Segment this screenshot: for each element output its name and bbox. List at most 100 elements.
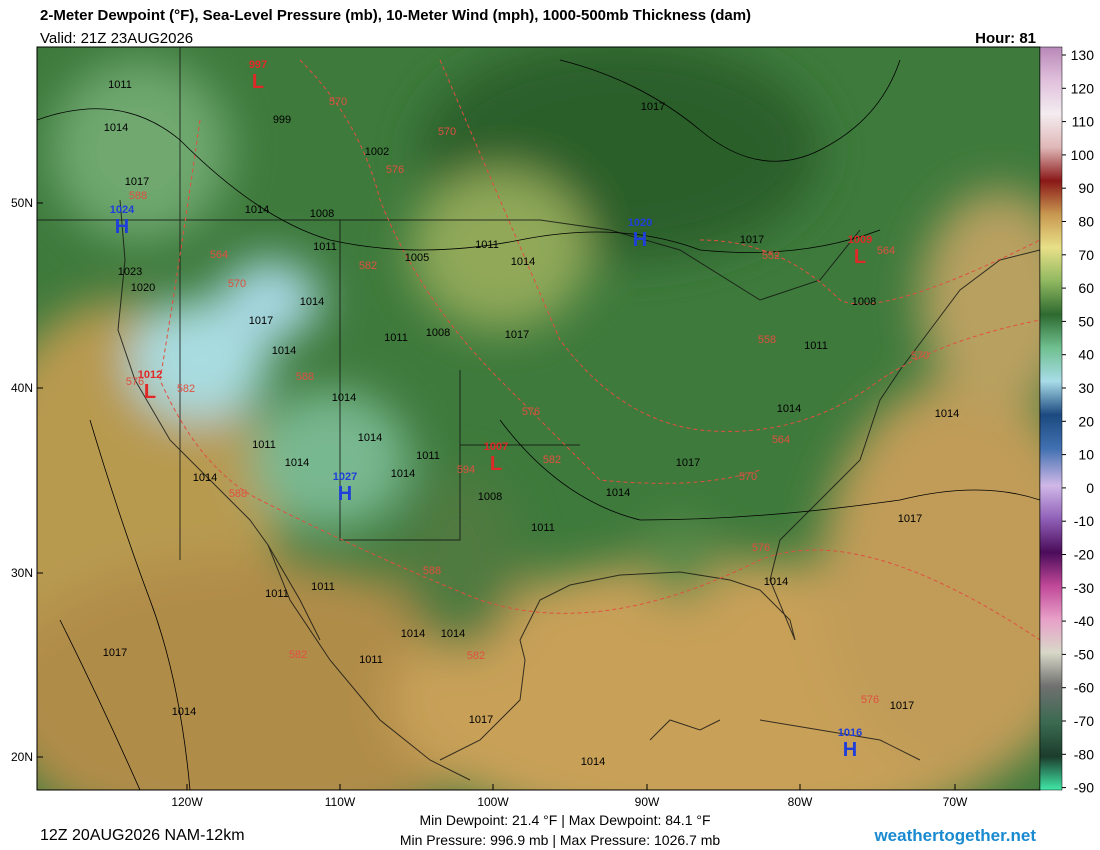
thickness-label: 588 bbox=[423, 565, 441, 577]
thickness-label: 588 bbox=[129, 190, 147, 202]
valid-time: Valid: 21Z 23AUG2026 bbox=[40, 30, 193, 47]
site-credit: weathertogether.net bbox=[873, 826, 1036, 845]
center-value: 1027 bbox=[333, 471, 357, 483]
coastlines bbox=[37, 47, 1040, 781]
isobar-label: 1017 bbox=[103, 647, 127, 659]
isobar-label: 1014 bbox=[581, 756, 605, 768]
colorbar-tick-label: 90 bbox=[1078, 180, 1094, 196]
colorbar-tick-label: -40 bbox=[1074, 613, 1094, 629]
colorbar-tick-label: 10 bbox=[1078, 447, 1094, 463]
colorbar-tick-label: -20 bbox=[1074, 547, 1094, 563]
isobar-label: 1014 bbox=[300, 296, 324, 308]
thickness-label: 582 bbox=[543, 454, 561, 466]
isobar-label: 1017 bbox=[641, 101, 665, 113]
axis-labels: 50N 40N 30N 20N 120W 110W 100W 90W 80W 70W bbox=[11, 196, 968, 809]
colorbar-tick-label: 40 bbox=[1078, 347, 1094, 363]
colorbar-tick-label: 60 bbox=[1078, 280, 1094, 296]
isobar-label: 1011 bbox=[384, 332, 408, 344]
latitude-label: 40N bbox=[11, 381, 33, 395]
center-value: 1009 bbox=[848, 234, 872, 246]
isobar-label: 1017 bbox=[676, 457, 700, 469]
colorbar-tick-label: -10 bbox=[1074, 513, 1094, 529]
latitude-label: 50N bbox=[11, 196, 33, 210]
colorbar bbox=[1039, 46, 1063, 791]
isobar-label: 1014 bbox=[441, 628, 465, 640]
isobar-label: 1014 bbox=[272, 345, 296, 357]
colorbar-tick-label: -50 bbox=[1074, 646, 1094, 662]
center-value: 1020 bbox=[628, 217, 652, 229]
center-value: 997 bbox=[249, 59, 267, 71]
thickness-label: 570 bbox=[911, 350, 929, 362]
thickness-label: 576 bbox=[126, 376, 144, 388]
colorbar-tick-label: -90 bbox=[1074, 780, 1094, 796]
isobar-label: 1017 bbox=[469, 714, 493, 726]
thickness-label: 582 bbox=[359, 260, 377, 272]
thickness-label: 588 bbox=[296, 371, 314, 383]
center-symbol: H bbox=[115, 216, 129, 238]
center-symbol: H bbox=[633, 229, 647, 251]
isobar-label: 999 bbox=[273, 114, 291, 126]
title: 2-Meter Dewpoint (°F), Sea-Level Pressur… bbox=[40, 7, 751, 24]
thickness-label: 576 bbox=[752, 542, 770, 554]
isobar-label: 1011 bbox=[252, 439, 276, 451]
thickness-label: 582 bbox=[467, 650, 485, 662]
longitude-label: 120W bbox=[171, 795, 203, 809]
colorbar-tick-label: 20 bbox=[1078, 413, 1094, 429]
isobar-label: 1011 bbox=[265, 588, 289, 600]
thickness-label: 582 bbox=[177, 383, 195, 395]
longitude-label: 80W bbox=[788, 795, 813, 809]
longitude-label: 90W bbox=[635, 795, 660, 809]
colorbar-ticks: 1301201101009080706050403020100-10-20-30… bbox=[1062, 47, 1094, 796]
latitude-label: 20N bbox=[11, 750, 33, 764]
center-value: 1012 bbox=[138, 369, 162, 381]
longitude-label: 110W bbox=[325, 795, 356, 809]
thickness-label: 564 bbox=[210, 249, 228, 261]
isobar-label: 1002 bbox=[365, 146, 389, 158]
isobar-label: 1017 bbox=[890, 700, 914, 712]
thickness-labels: 570 570 576 588 564 582 570 552 564 558 570 576 582 5… bbox=[126, 96, 929, 706]
colorbar-tick-label: 50 bbox=[1078, 313, 1094, 329]
colorbar-tick-label: -70 bbox=[1074, 713, 1094, 729]
isobar-label: 1017 bbox=[740, 234, 764, 246]
dewpoint-range: Min Dewpoint: 21.4 °F | Max Dewpoint: 84… bbox=[419, 812, 710, 828]
thickness-label: 570 bbox=[228, 278, 246, 290]
colorbar-tick-label: 110 bbox=[1072, 114, 1095, 130]
thickness-label: 570 bbox=[739, 471, 757, 483]
isobar-label: 1014 bbox=[391, 468, 415, 480]
center-symbol: H bbox=[338, 483, 352, 505]
isobar-label: 1011 bbox=[475, 239, 499, 251]
center-symbol: L bbox=[854, 246, 866, 268]
isobar-label: 1008 bbox=[478, 491, 502, 503]
isobar-label: 1017 bbox=[125, 176, 149, 188]
thickness-contours bbox=[159, 59, 1040, 641]
isobar-label: 1014 bbox=[401, 628, 425, 640]
thickness-label: 576 bbox=[386, 164, 404, 176]
latitude-label: 30N bbox=[11, 566, 33, 580]
thickness-label: 594 bbox=[457, 464, 475, 476]
thickness-label: 576 bbox=[522, 406, 540, 418]
isobar-label: 1011 bbox=[804, 340, 828, 352]
isobar-label: 1005 bbox=[405, 252, 429, 264]
center-value: 1007 bbox=[484, 441, 508, 453]
center-symbol: L bbox=[144, 381, 156, 403]
center-value: 1016 bbox=[838, 727, 862, 739]
isobar-label: 1011 bbox=[313, 241, 337, 253]
isobar-label: 1014 bbox=[104, 122, 128, 134]
colorbar-tick-label: -60 bbox=[1074, 680, 1094, 696]
isobar-label: 1014 bbox=[172, 706, 196, 718]
isobar-label: 1023 bbox=[118, 266, 142, 278]
isobar-label: 1014 bbox=[193, 472, 217, 484]
thickness-label: 558 bbox=[758, 334, 776, 346]
center-symbol: H bbox=[843, 739, 857, 761]
isobar-label: 1011 bbox=[416, 450, 440, 462]
isobar-label: 1014 bbox=[777, 403, 801, 415]
thickness-label: 582 bbox=[289, 649, 307, 661]
isobar-label: 1008 bbox=[852, 296, 876, 308]
forecast-hour: Hour: 81 bbox=[975, 30, 1036, 47]
thickness-label: 552 bbox=[762, 250, 780, 262]
isobar-label: 1014 bbox=[764, 576, 788, 588]
colorbar-tick-label: 120 bbox=[1071, 80, 1095, 96]
isobar-label: 1008 bbox=[426, 327, 450, 339]
